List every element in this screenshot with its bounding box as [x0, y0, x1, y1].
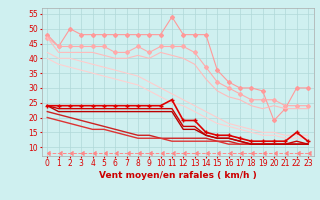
X-axis label: Vent moyen/en rafales ( km/h ): Vent moyen/en rafales ( km/h )	[99, 171, 256, 180]
